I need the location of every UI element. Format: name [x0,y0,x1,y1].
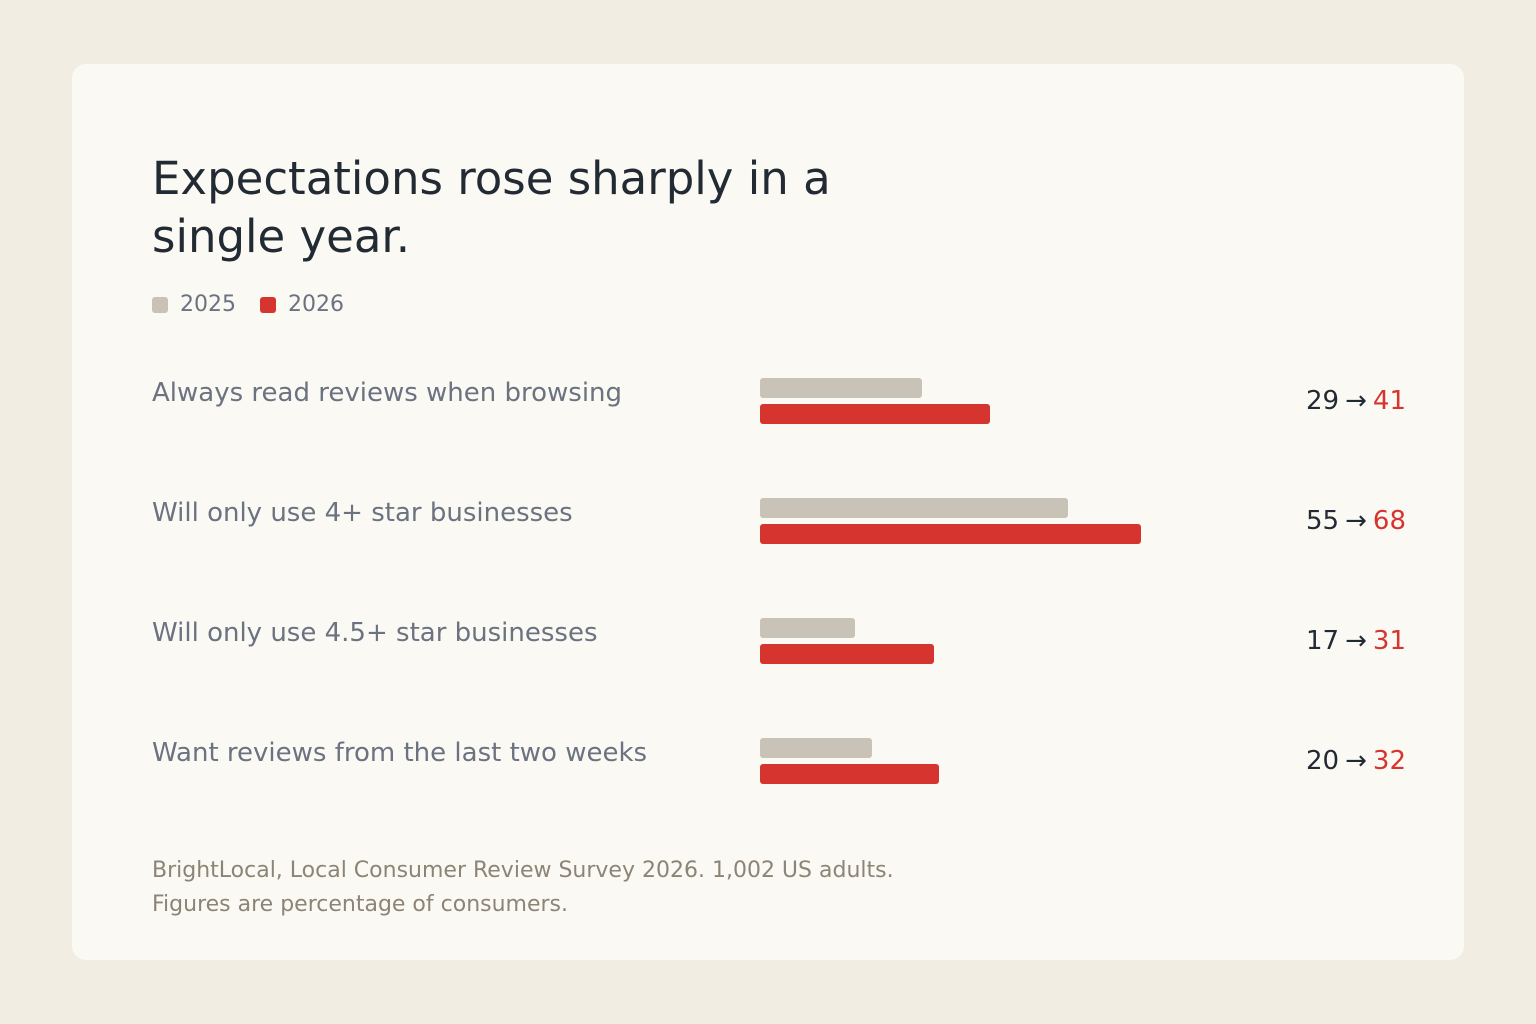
bar-2026 [760,644,934,664]
chart-title: Expectations rose sharply in a single ye… [152,152,831,263]
source-footnote: BrightLocal, Local Consumer Review Surve… [152,854,894,922]
value-2026: 41 [1372,386,1406,416]
value-change-label: 17 → 31 [1306,626,1406,656]
legend-item-2026: 2026 [260,292,344,317]
bar-2026 [760,404,990,424]
legend: 2025 2026 [152,292,368,317]
row-label: Always read reviews when browsing [152,378,623,408]
value-2025: 20 [1306,746,1340,776]
value-change-label: 29 → 41 [1306,386,1406,416]
value-2026: 68 [1372,506,1406,536]
chart-card: Expectations rose sharply in a single ye… [72,64,1464,960]
row-label: Will only use 4.5+ star businesses [152,618,598,648]
bar-2026 [760,764,940,784]
row-label: Will only use 4+ star businesses [152,498,573,528]
footnote-line-1: BrightLocal, Local Consumer Review Surve… [152,858,894,883]
value-2025: 29 [1306,386,1340,416]
arrow-icon: → [1345,506,1367,536]
value-2026: 31 [1372,626,1406,656]
legend-label-2025: 2025 [180,292,236,317]
arrow-icon: → [1345,386,1367,416]
legend-swatch-2026 [260,296,276,313]
row-label: Want reviews from the last two weeks [152,738,648,768]
legend-label-2026: 2026 [288,292,344,317]
value-2025: 17 [1306,626,1340,656]
bar-2025 [760,378,923,398]
legend-swatch-2025 [152,296,168,313]
bar-2025 [760,618,856,638]
arrow-icon: → [1345,746,1367,776]
bar-2026 [760,524,1141,544]
legend-item-2025: 2025 [152,292,236,317]
footnote-line-2: Figures are percentage of consumers. [152,892,569,917]
value-change-label: 20 → 32 [1306,746,1406,776]
value-2026: 32 [1372,746,1406,776]
arrow-icon: → [1345,626,1367,656]
bar-2025 [760,498,1068,518]
value-2025: 55 [1306,506,1340,536]
value-change-label: 55 → 68 [1306,506,1406,536]
bar-2025 [760,738,872,758]
